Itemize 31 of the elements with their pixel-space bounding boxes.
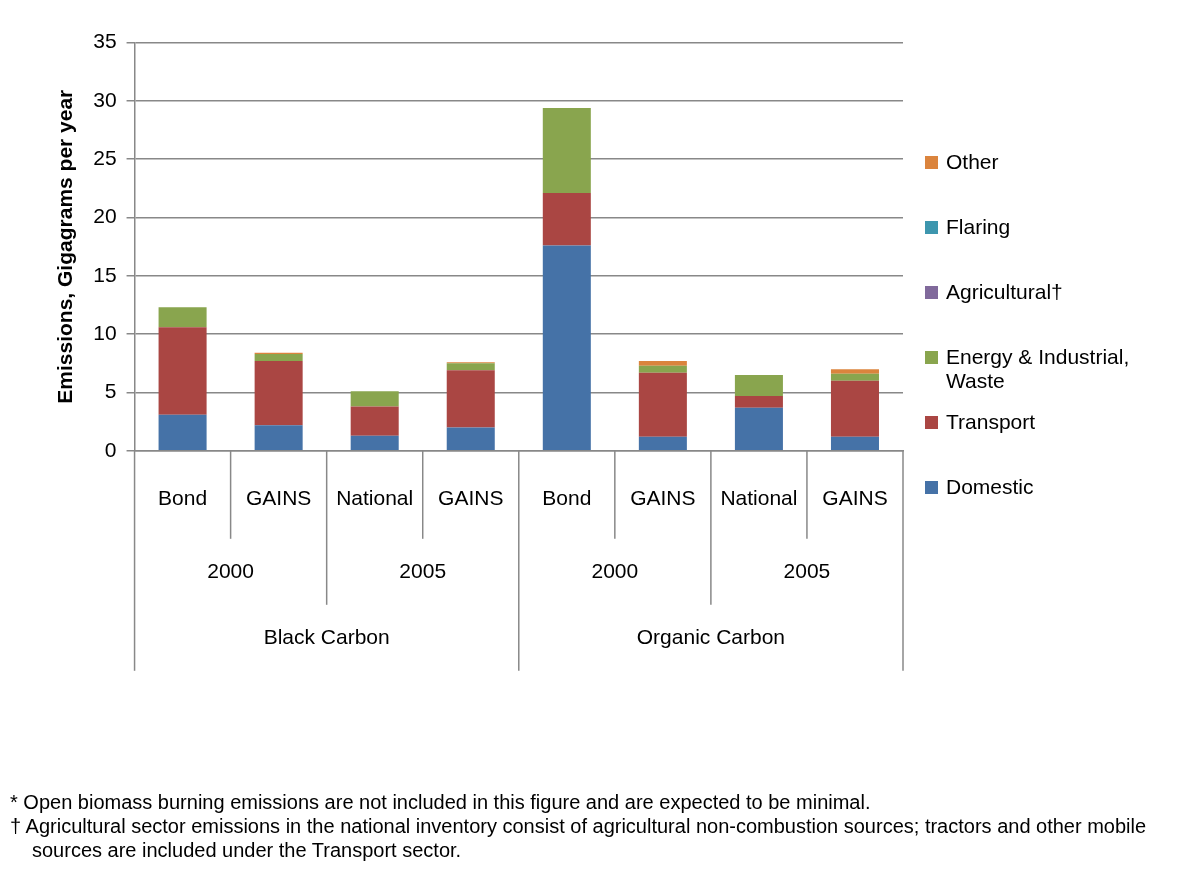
y-tick-label: 25 bbox=[93, 146, 117, 170]
y-tick-label: 5 bbox=[104, 379, 117, 403]
x-tick-label: Bond bbox=[542, 486, 592, 510]
legend-label: Other bbox=[946, 150, 999, 174]
legend-label: Transport bbox=[946, 410, 1036, 434]
x-tick-label: National bbox=[720, 486, 798, 510]
x-tick-label: National bbox=[336, 486, 414, 510]
y-tick-label: 0 bbox=[104, 437, 117, 461]
legend-label: Agricultural† bbox=[946, 280, 1063, 304]
text: 2000 bbox=[591, 558, 639, 582]
text: 2000 bbox=[207, 558, 254, 582]
x-tick-label: GAINS bbox=[438, 486, 504, 510]
x-tick-label: GAINS bbox=[822, 486, 888, 510]
text: 2005 bbox=[399, 558, 447, 582]
y-tick-label: 20 bbox=[93, 204, 117, 228]
text: Organic Carbon bbox=[636, 624, 786, 648]
y-tick-label: 30 bbox=[93, 87, 117, 111]
x-tick-label: Bond bbox=[158, 486, 208, 510]
legend-label: Energy & Industrial, Waste bbox=[946, 345, 1131, 393]
y-tick-label: 15 bbox=[93, 262, 117, 286]
y-axis-title: Emissions, Gigagrams per year bbox=[53, 89, 77, 404]
text: Black Carbon bbox=[263, 624, 390, 648]
text: * Open biomass burning emissions are not included in this figure and are expected to be minimal. bbox=[10, 790, 872, 814]
x-tick-label: GAINS bbox=[630, 486, 696, 510]
legend-label: Flaring bbox=[946, 215, 1011, 239]
y-tick-label: 35 bbox=[93, 29, 117, 53]
x-tick-label: GAINS bbox=[245, 486, 312, 510]
y-tick-label: 10 bbox=[93, 320, 117, 344]
text: 2005 bbox=[783, 558, 831, 582]
legend-label: Domestic bbox=[946, 475, 1034, 499]
text: † Agricultural sector emissions in the national inventory consist of agricultural non-combustion sources; tractors and other mobile sources are included under the Transport sector. bbox=[10, 814, 1148, 862]
